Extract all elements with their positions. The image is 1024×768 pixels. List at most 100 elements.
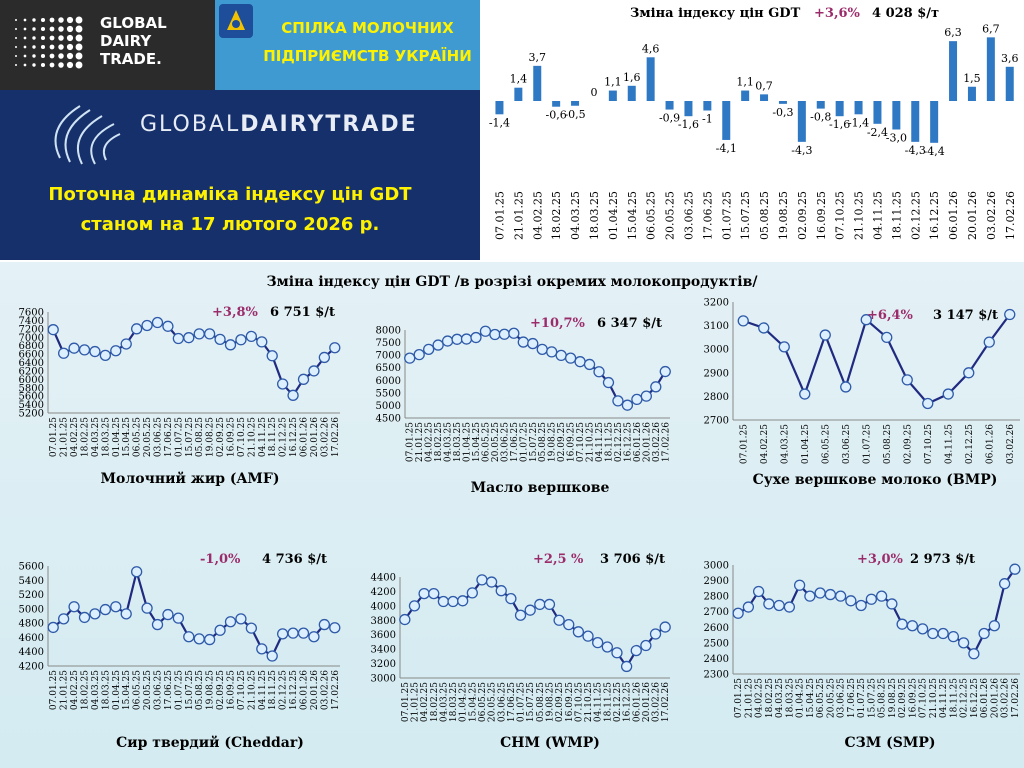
wmp-x-tick: 21.10.25 xyxy=(584,682,594,722)
bmp-point xyxy=(819,329,831,341)
cheddar-x-tick: 21.10.25 xyxy=(247,670,257,710)
wmp-y-tick: 3000 xyxy=(371,674,396,685)
gdt-logo-dot xyxy=(40,44,46,50)
butter-y-tick: 5500 xyxy=(376,388,401,399)
amf-x-tick: 04.11.25 xyxy=(258,417,268,457)
union-header: СПІЛКА МОЛОЧНИХ ПІДПРИЄМСТВ УКРАЇНИ xyxy=(215,0,480,90)
smp-point xyxy=(927,627,939,640)
smp-y-tick: 3000 xyxy=(704,561,729,572)
butter-point xyxy=(555,349,567,362)
amf-x-tick: 18.03.25 xyxy=(101,417,111,457)
wmp-x-tick: 20.01.26 xyxy=(642,682,652,722)
gdt-index-bar-label: -4,3 xyxy=(791,144,812,157)
gdt-logo-dot xyxy=(15,19,17,21)
gdt-index-date-label: 06.05.25 xyxy=(645,191,658,240)
amf-point xyxy=(47,324,59,336)
smp-y-tick: 2600 xyxy=(704,623,729,634)
gdt-globe-icon xyxy=(54,105,121,165)
smp-point xyxy=(763,598,775,610)
wmp-point xyxy=(630,644,642,657)
gdt-index-bar xyxy=(722,101,731,140)
cheddar-x-tick: 18.11.25 xyxy=(268,670,278,710)
wmp-point xyxy=(466,587,478,599)
wmp-point xyxy=(428,587,440,600)
butter-y-tick: 8000 xyxy=(376,326,401,337)
amf-x-tick: 02.12.25 xyxy=(279,417,289,457)
cheddar-x-tick: 21.01.25 xyxy=(60,670,70,710)
amf-point xyxy=(329,342,341,354)
cheddar-x-tick: 07.01.25 xyxy=(49,670,59,710)
bmp-point xyxy=(881,331,893,344)
cheddar-x-tick: 15.04.25 xyxy=(122,670,132,710)
amf-x-tick: 07.10.25 xyxy=(237,417,247,457)
cheddar-y-tick: 5400 xyxy=(19,576,44,587)
smp-point xyxy=(865,593,878,605)
cheddar-y-tick: 5000 xyxy=(19,604,44,615)
cheddar-point xyxy=(183,631,195,643)
cheddar-x-tick: 04.02.25 xyxy=(70,670,80,710)
gdt-index-bar xyxy=(873,101,882,124)
wmp-point xyxy=(563,618,575,631)
smp-point xyxy=(824,588,837,601)
gdt-index-bar-label: 1,6 xyxy=(623,71,641,84)
butter-x-tick: 01.07.25 xyxy=(519,422,529,462)
amf-y-tick: 6600 xyxy=(19,350,44,361)
gdt-index-bar-label: -1,6 xyxy=(678,118,699,131)
smp-x-tick: 17.02.26 xyxy=(1011,678,1021,718)
bmp-point xyxy=(922,397,934,410)
butter-x-tick: 18.03.25 xyxy=(453,422,463,462)
gdt-logo-dot xyxy=(40,62,46,68)
smp-y-tick: 2700 xyxy=(704,607,729,618)
smp-point xyxy=(988,620,1001,632)
cheddar-point xyxy=(57,613,70,625)
cheddar-x-tick: 02.12.25 xyxy=(279,670,289,710)
gdt-index-date-label: 21.01.25 xyxy=(512,191,525,240)
bmp-x-tick: 01.07.25 xyxy=(862,424,872,464)
gdt-index-bar-label: 1,5 xyxy=(963,72,981,85)
butter-point xyxy=(527,337,539,350)
amf-x-tick: 07.01.25 xyxy=(49,417,59,457)
cheddar-point xyxy=(162,608,174,621)
smp-point xyxy=(896,618,908,630)
cheddar-y-tick: 5600 xyxy=(19,562,44,573)
smp-point xyxy=(804,590,816,602)
gdt-logo-line-3: TRADE. xyxy=(100,50,162,68)
gdt-logo-dot xyxy=(75,52,83,60)
amf-point xyxy=(256,336,268,348)
butter-x-tick: 01.04.25 xyxy=(463,422,473,462)
wmp-line-chart: 3000 3200 3400 3600 3800 4000 4200 4400 07.01.25… xyxy=(371,552,672,722)
cheddar-point xyxy=(235,613,247,625)
wmp-y-tick: 4400 xyxy=(371,573,396,584)
wmp-x-tick: 04.11.25 xyxy=(594,682,604,722)
gdt-index-bar xyxy=(797,101,806,142)
wmp-x-tick: 18.03.25 xyxy=(449,682,459,722)
gdt-index-bar xyxy=(778,101,787,104)
wmp-x-tick: 05.08.25 xyxy=(536,682,546,722)
gdt-logo-dot xyxy=(49,26,55,32)
butter-point xyxy=(612,395,624,407)
bmp-x-tick: 02.09.25 xyxy=(903,424,913,464)
amf-x-tick: 05.08.25 xyxy=(195,417,205,457)
cheddar-point xyxy=(318,618,331,631)
smp-x-tick: 06.01.26 xyxy=(980,678,990,718)
butter-chart-name: Масло вершкове xyxy=(470,480,610,496)
cheddar-line-chart: 4200 4400 4600 4800 5000 5200 5400 5600 07.01.25… xyxy=(19,552,341,710)
butter-price: 6 347 $/t xyxy=(597,316,662,331)
cheddar-x-tick: 06.01.26 xyxy=(300,670,310,710)
smp-x-tick: 21.10.25 xyxy=(929,678,939,718)
butter-y-tick: 6000 xyxy=(376,376,401,387)
bmp-y-tick: 3200 xyxy=(704,298,729,309)
gdt-index-date-label: 01.07.25 xyxy=(720,191,733,240)
cheddar-price: 4 736 $/t xyxy=(262,552,327,567)
smp-point xyxy=(998,578,1011,590)
bmp-point xyxy=(737,315,749,327)
smp-point xyxy=(937,627,949,640)
smp-point xyxy=(814,587,826,599)
amf-x-tick: 06.05.25 xyxy=(133,417,143,457)
butter-x-tick: 16.09.25 xyxy=(567,422,577,462)
amf-line-chart: 5200540056005800600062006400660068007000… xyxy=(19,305,341,457)
amf-x-tick: 19.08.25 xyxy=(206,417,216,457)
gdt-index-bar-label: 0,7 xyxy=(755,79,773,92)
cheddar-x-tick: 06.05.25 xyxy=(133,670,143,710)
bmp-point xyxy=(758,322,770,334)
